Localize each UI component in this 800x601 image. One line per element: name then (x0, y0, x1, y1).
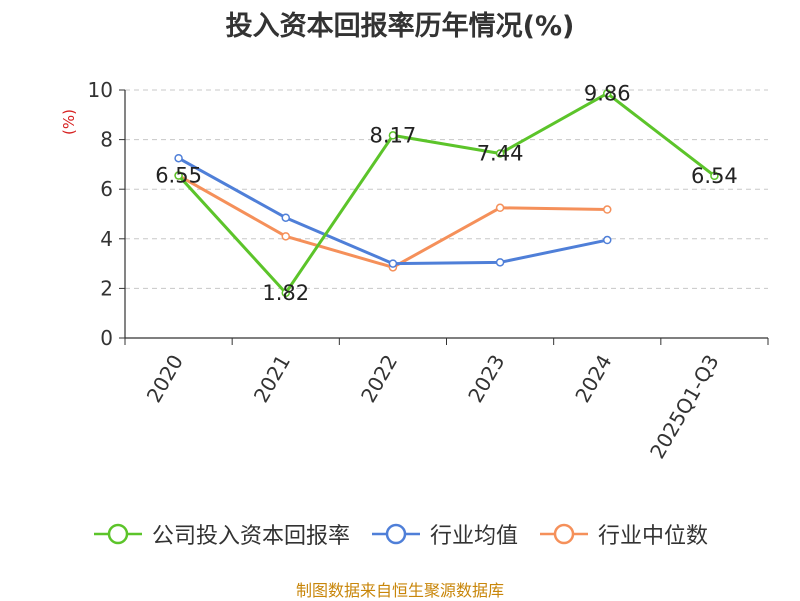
legend-item-industry-avg[interactable]: 行业均值 (370, 518, 518, 550)
x-tick-label: 2024 (570, 351, 616, 407)
data-point-series-0 (281, 288, 290, 298)
x-tick-label: 2023 (463, 351, 509, 407)
chart-title: 投入资本回报率历年情况(%) (225, 11, 575, 42)
data-point-series-1 (388, 259, 398, 268)
data-point-series-1 (281, 213, 290, 222)
data-point-series-2 (603, 205, 612, 214)
data-point-series-2 (495, 203, 505, 213)
data-label: 8.17 (370, 123, 417, 147)
series-line-0 (177, 91, 716, 295)
data-point-series-0 (495, 149, 505, 158)
y-tick-label: 4 (100, 227, 113, 251)
data-label: 7.44 (477, 141, 524, 165)
y-tick-label: 8 (100, 128, 113, 152)
legend-marker-industry-avg (371, 523, 420, 545)
data-point-series-0 (388, 131, 398, 140)
x-tick-label: 2022 (356, 351, 402, 407)
data-point-series-1 (603, 235, 612, 245)
legend-label-industry-median: 行业中位数 (598, 524, 709, 549)
y-tick-label: 10 (88, 78, 113, 102)
x-tick-label: 2025Q1-Q3 (645, 351, 724, 463)
data-point-series-0 (603, 89, 612, 98)
legend-label-company: 公司投入资本回报率 (151, 524, 350, 549)
data-source-note: 制图数据来自恒生聚源数据库 (295, 581, 504, 600)
legend: 公司投入资本回报率 行业均值 行业中位数 (0, 518, 800, 550)
legend-item-company[interactable]: 公司投入资本回报率 (92, 518, 350, 550)
data-point-series-0 (174, 171, 183, 180)
data-label: 6.54 (691, 164, 738, 188)
legend-marker-company (93, 523, 142, 545)
legend-item-industry-median[interactable]: 行业中位数 (538, 518, 708, 550)
data-label: 1.82 (262, 281, 309, 305)
data-point-series-1 (495, 258, 505, 267)
x-tick-label: 2020 (142, 351, 188, 407)
legend-marker-industry-median (540, 523, 588, 545)
y-tick-label: 6 (100, 177, 113, 201)
data-point-series-1 (174, 153, 183, 163)
data-label: 6.55 (155, 164, 202, 188)
data-label: 9.86 (584, 81, 631, 105)
y-tick-label: 0 (100, 326, 113, 350)
data-point-series-0 (710, 171, 719, 181)
y-tick-label: 2 (100, 276, 113, 300)
data-point-series-2 (281, 232, 290, 241)
x-tick-label: 2021 (249, 351, 295, 407)
legend-label-industry-avg: 行业均值 (429, 524, 518, 549)
